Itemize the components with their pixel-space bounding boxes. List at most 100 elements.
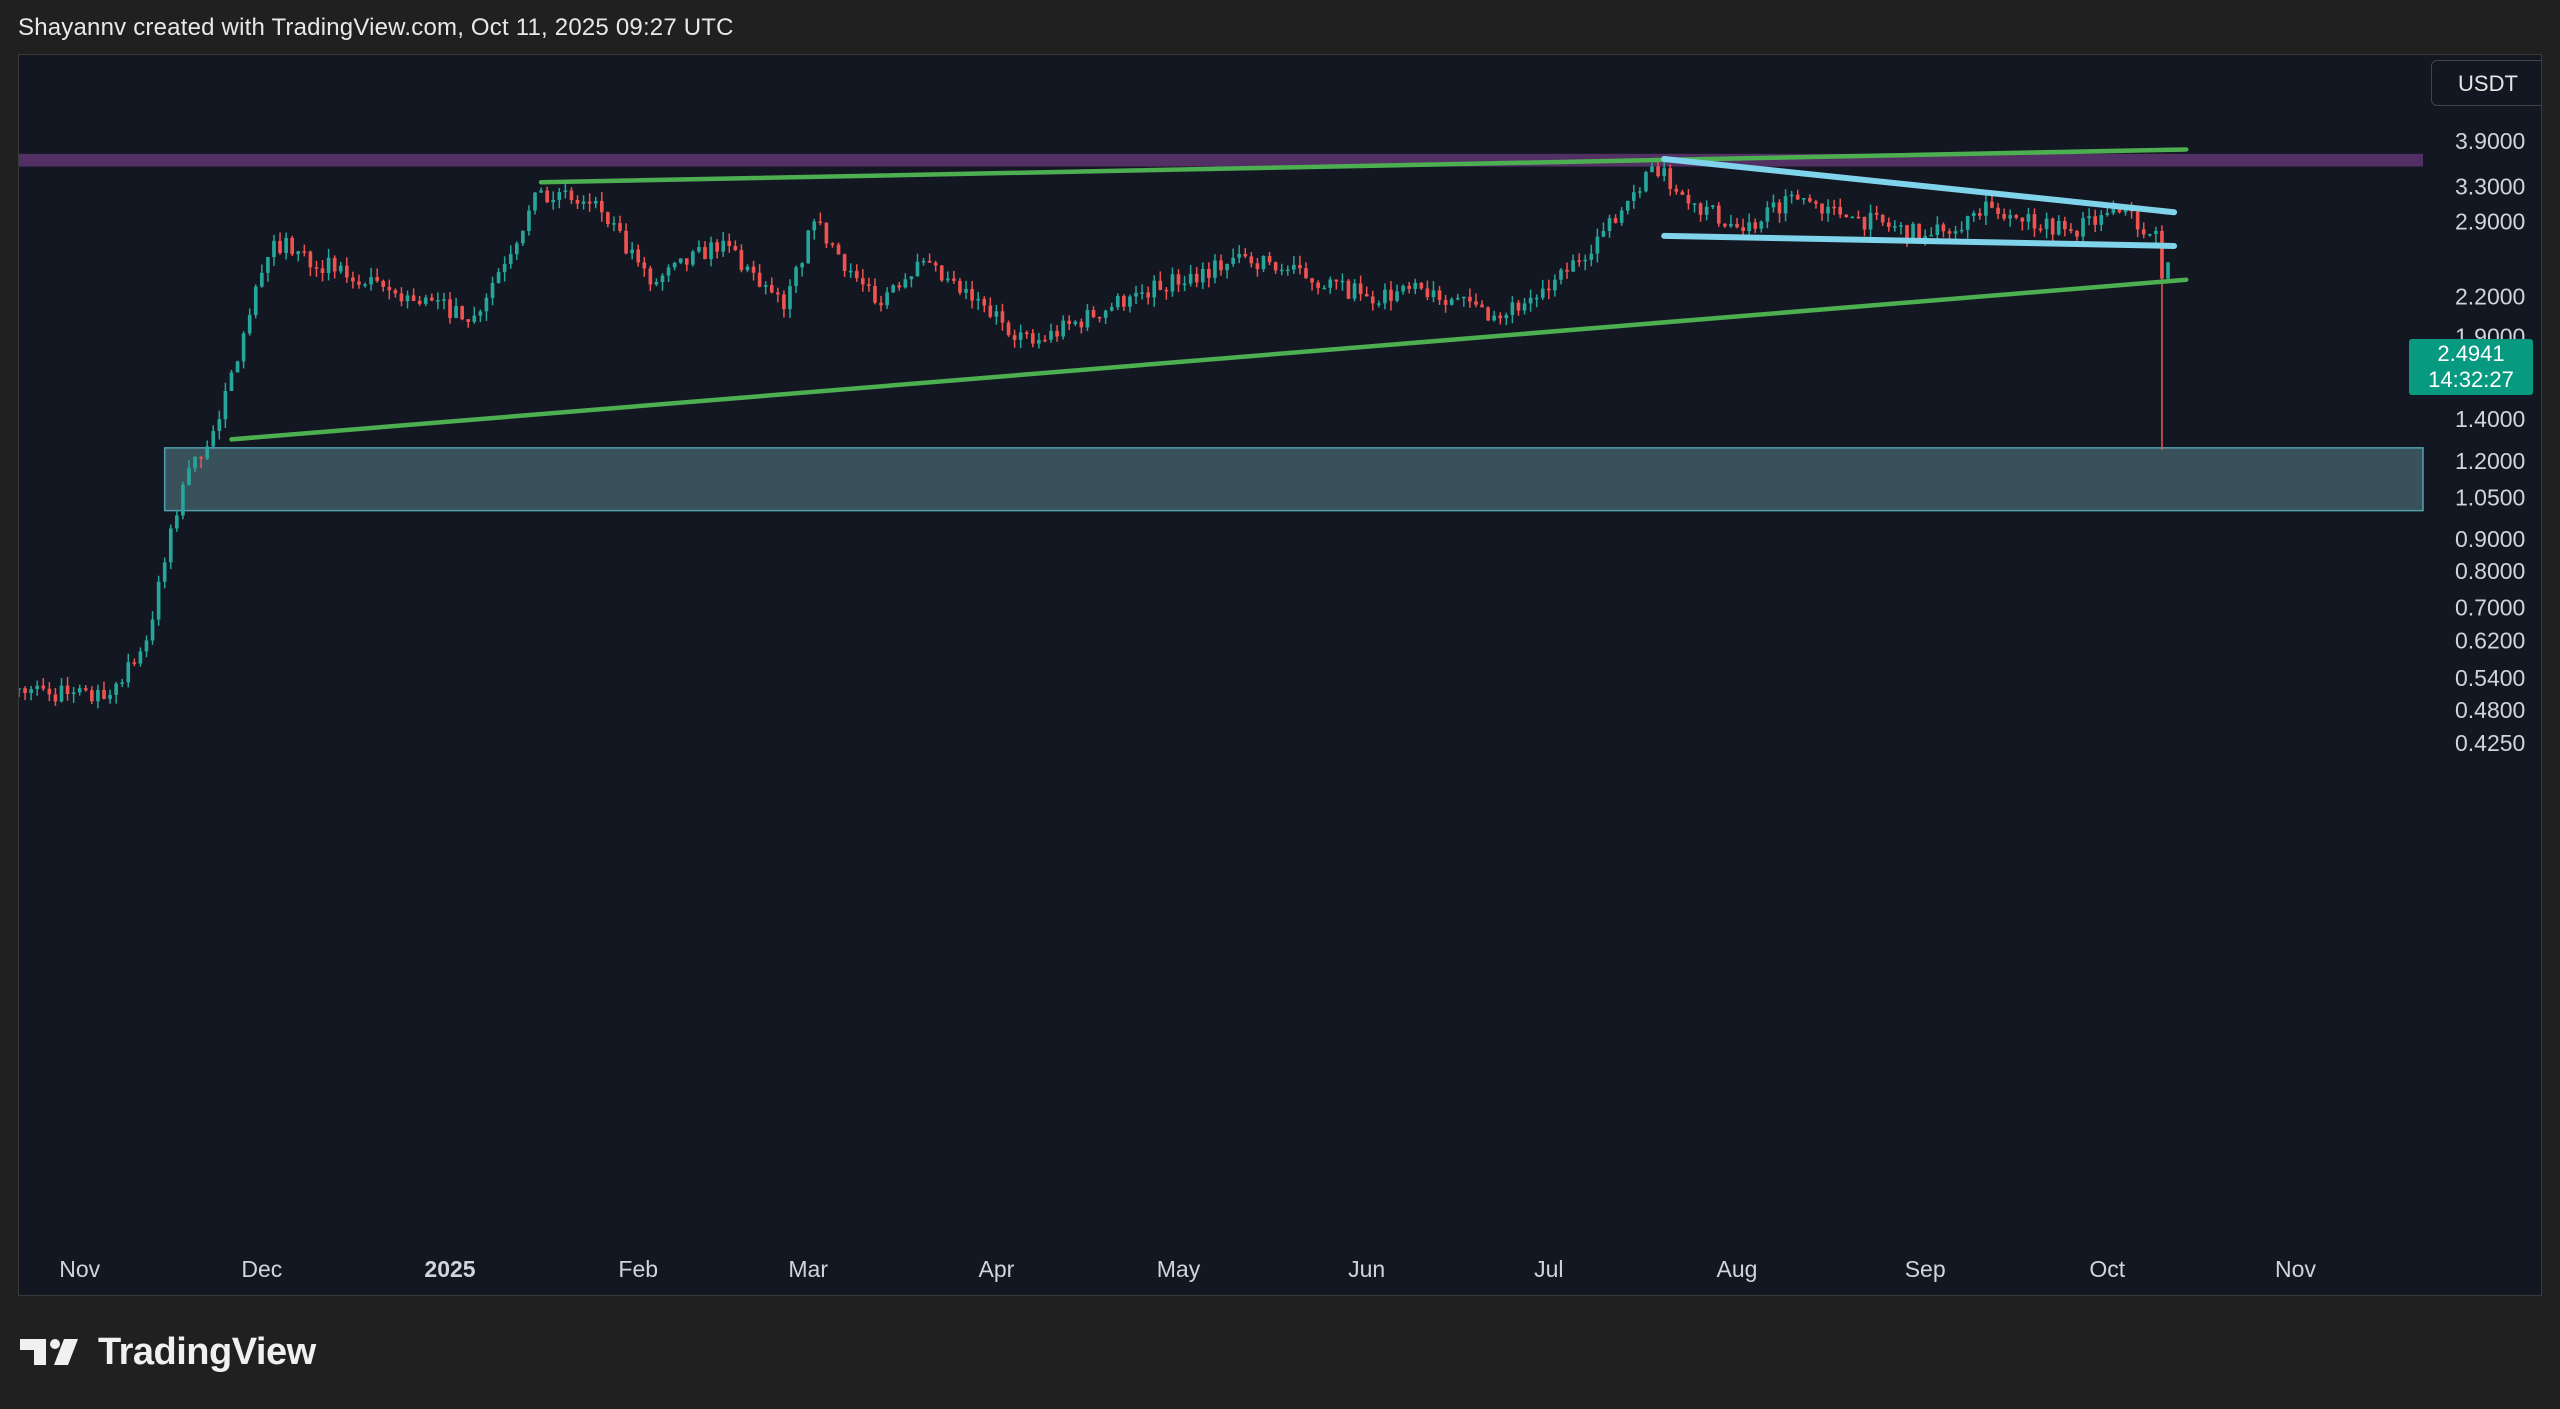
candle-body: [921, 261, 926, 263]
candle: [533, 191, 537, 215]
candle-body: [1886, 222, 1891, 227]
candle-body: [709, 242, 713, 260]
candle-body: [314, 267, 319, 269]
candle-body: [332, 257, 337, 272]
candle-body: [612, 223, 616, 225]
candle-body: [2056, 220, 2061, 235]
candle-body: [399, 293, 404, 302]
candle: [363, 282, 367, 288]
candle-body: [1103, 310, 1108, 318]
candle-body: [193, 456, 197, 469]
candle-body: [1826, 206, 1830, 214]
candle-body: [2032, 214, 2037, 229]
candle: [958, 278, 962, 296]
candle: [90, 686, 94, 705]
candle-body: [1261, 256, 1266, 270]
candle: [848, 263, 853, 278]
candle: [551, 191, 556, 210]
candle: [241, 331, 246, 369]
candle-body: [1109, 307, 1114, 311]
candle-body: [1182, 283, 1187, 286]
candle: [150, 611, 155, 645]
candle-body: [836, 244, 841, 255]
candle-body: [848, 270, 853, 273]
candle-body: [642, 262, 647, 269]
candle-body: [1328, 279, 1333, 288]
candle: [83, 685, 88, 692]
candle: [369, 267, 373, 291]
candle: [1231, 248, 1235, 267]
candle: [885, 287, 889, 309]
candle: [1043, 335, 1047, 343]
candle-body: [1893, 226, 1897, 228]
candle-body: [1200, 269, 1205, 283]
drawing-zones: [19, 153, 2424, 512]
candle-body: [903, 279, 908, 288]
candle: [1316, 280, 1320, 295]
candle-body: [253, 286, 258, 315]
candle-body: [508, 254, 513, 264]
candle: [41, 678, 46, 691]
candle: [1310, 277, 1314, 291]
candle-body: [1468, 296, 1472, 302]
candle: [2154, 226, 2158, 244]
candle-body: [2087, 216, 2091, 219]
price-tick: 1.2000: [2455, 448, 2525, 474]
candle: [314, 260, 319, 277]
candle-body: [873, 285, 877, 303]
candle-body: [1237, 253, 1242, 258]
candle-body: [1565, 269, 1569, 272]
candle-body: [1978, 213, 1982, 216]
candle-body: [891, 285, 896, 293]
candle: [19, 688, 21, 698]
candle-body: [187, 468, 191, 485]
candle: [1377, 300, 1381, 308]
candle: [1759, 220, 1764, 233]
candle-body: [545, 190, 549, 203]
candle: [144, 635, 149, 658]
candle-body: [320, 268, 325, 274]
candle-body: [1723, 223, 1727, 227]
candle: [1540, 279, 1545, 301]
candle: [897, 281, 902, 291]
tradingview-brand[interactable]: TradingView: [20, 1327, 316, 1377]
candle: [436, 292, 440, 310]
candle-body: [96, 689, 100, 702]
candle: [405, 290, 410, 309]
candle: [867, 277, 871, 292]
chart-frame[interactable]: 3.90003.30002.90002.20001.90001.60001.40…: [18, 54, 2542, 1296]
candle-body: [599, 200, 604, 213]
candle: [1437, 285, 1442, 305]
candle-body: [1322, 287, 1327, 290]
candle-body: [1692, 203, 1697, 205]
candle: [909, 276, 914, 288]
candle: [527, 205, 531, 236]
candle: [205, 440, 210, 461]
candle-body: [830, 243, 835, 246]
price-chart[interactable]: 3.90003.30002.90002.20001.90001.60001.40…: [19, 55, 2541, 1295]
time-tick: May: [1157, 1256, 1201, 1282]
candle: [102, 681, 106, 700]
candle: [1146, 286, 1150, 305]
candle-body: [1589, 253, 1594, 260]
candle: [1030, 329, 1035, 348]
candle-body: [1419, 282, 1424, 289]
time-tick: Nov: [2275, 1256, 2316, 1282]
candle: [502, 256, 507, 282]
candle: [387, 279, 392, 300]
price-tick: 1.4000: [2455, 406, 2525, 432]
candle-body: [144, 640, 149, 652]
candle-body: [1686, 194, 1691, 204]
candle-body: [1953, 231, 1958, 234]
time-tick: Nov: [59, 1256, 100, 1282]
chart-attribution: Shayannv created with TradingView.com, O…: [18, 14, 734, 41]
candle: [678, 258, 683, 265]
currency-selector[interactable]: USDT: [2431, 60, 2541, 106]
candle-body: [678, 258, 683, 263]
candle: [915, 253, 920, 277]
candle-body: [1140, 292, 1144, 294]
candle-body: [1370, 296, 1375, 304]
candle: [1122, 294, 1126, 311]
candle: [2032, 208, 2037, 238]
candle: [927, 253, 932, 263]
